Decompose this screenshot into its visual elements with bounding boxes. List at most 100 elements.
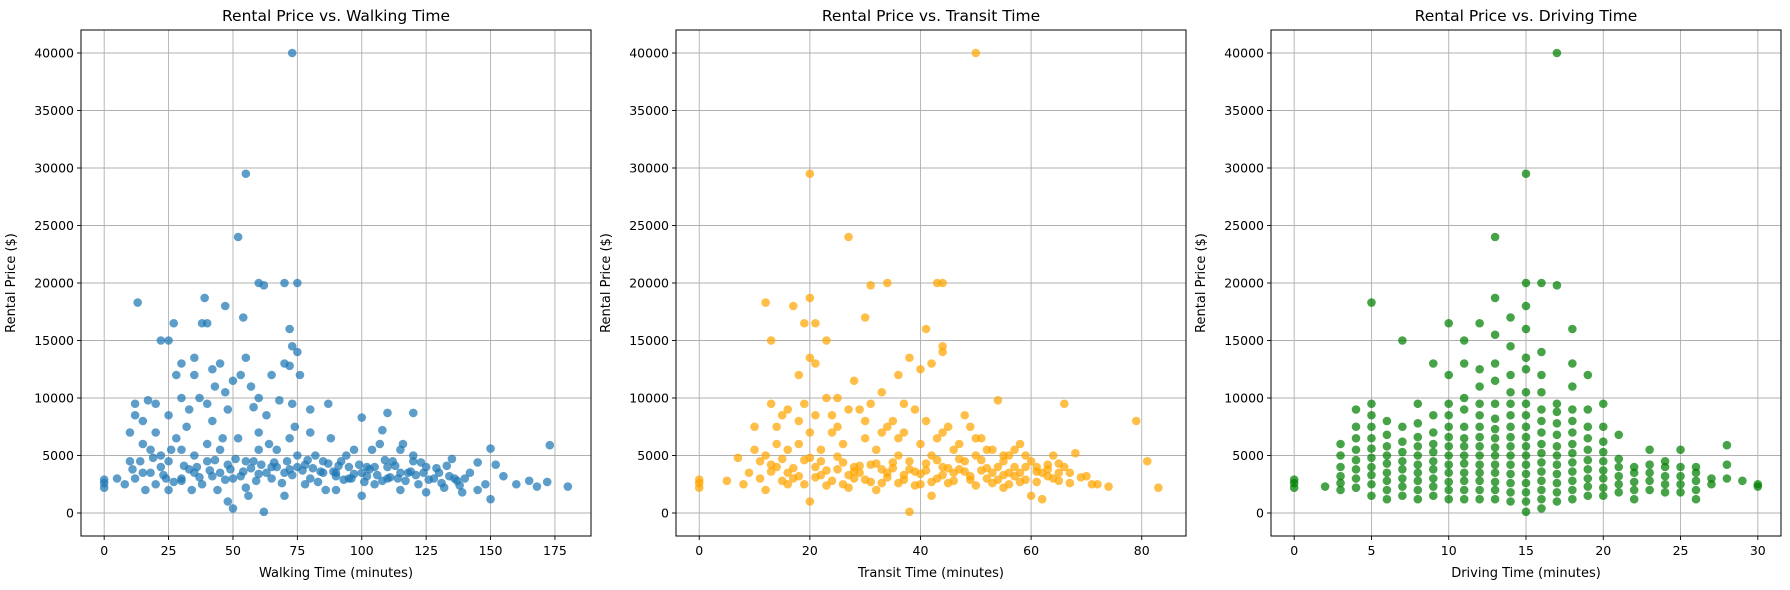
walking-data-point: [293, 347, 302, 357]
driving-data-point: [1351, 422, 1361, 432]
walking-data-point: [172, 433, 181, 443]
driving-data-point: [1336, 478, 1345, 488]
walking-data-point: [246, 382, 256, 391]
transit-y-tick-label: 15000: [629, 333, 669, 348]
driving-data-point: [1490, 433, 1500, 443]
driving-data-point: [1506, 422, 1515, 432]
driving-y-tick-label: 35000: [1224, 103, 1264, 118]
walking-y-tick-label: 0: [66, 506, 74, 521]
walking-data-point: [401, 476, 410, 486]
driving-data-point: [1537, 370, 1546, 380]
walking-data-point: [262, 410, 271, 420]
walking-data-point: [295, 370, 305, 380]
walking-data-point: [228, 376, 238, 386]
transit-data-point: [871, 445, 881, 455]
driving-data-point: [1382, 468, 1392, 478]
walking-data-point: [460, 474, 470, 483]
driving-data-point: [1645, 485, 1654, 495]
driving-data-point: [1568, 467, 1577, 476]
driving-data-point: [1444, 432, 1454, 442]
walking-data-point: [195, 393, 204, 403]
walking-data-point: [308, 463, 318, 473]
walking-data-point: [285, 361, 294, 371]
driving-data-point: [1521, 460, 1531, 470]
walking-data-point: [354, 460, 364, 470]
walking-data-point: [241, 483, 251, 493]
driving-x-axis-label: Driving Time (minutes): [1451, 566, 1601, 581]
walking-data-point: [125, 456, 135, 466]
driving-data-point: [1475, 476, 1484, 486]
walking-data-point: [316, 467, 325, 476]
walking-data-point: [375, 439, 385, 449]
driving-data-point: [1521, 410, 1531, 420]
transit-data-point: [1043, 471, 1053, 481]
walking-data-point: [285, 324, 294, 334]
driving-data-point: [1598, 447, 1608, 457]
walking-data-point: [169, 318, 179, 328]
walking-y-tick-label: 5000: [42, 448, 74, 463]
walking-data-point: [164, 456, 173, 466]
walking-data-point: [213, 485, 222, 495]
driving-data-point: [1521, 364, 1531, 374]
driving-data-point: [1629, 462, 1639, 472]
transit-data-point: [999, 483, 1008, 493]
driving-data-point: [1521, 451, 1531, 460]
transit-data-point: [844, 405, 853, 414]
transit-data-point: [916, 439, 925, 449]
walking-data-point: [259, 281, 269, 290]
transit-data-point: [816, 470, 826, 480]
driving-data-point: [1552, 419, 1562, 428]
driving-data-point: [1521, 324, 1531, 334]
walking-data-point: [512, 479, 521, 489]
driving-data-point: [1568, 485, 1577, 495]
transit-data-point: [739, 479, 748, 489]
walking-data-point: [264, 439, 274, 449]
driving-data-point: [1583, 474, 1593, 483]
driving-data-point: [1537, 448, 1546, 458]
walking-y-tick-label: 30000: [34, 161, 74, 176]
walking-data-point: [190, 451, 199, 460]
transit-data-point: [766, 399, 776, 409]
walking-data-point: [143, 396, 153, 405]
driving-data-point: [1691, 462, 1701, 472]
driving-data-point: [1506, 313, 1515, 322]
driving-y-tick-label: 0: [1256, 506, 1264, 521]
driving-data-point: [1552, 399, 1562, 409]
walking-data-point: [349, 445, 359, 455]
driving-data-point: [1490, 451, 1500, 460]
walking-data-point: [238, 313, 248, 322]
driving-data-point: [1382, 494, 1392, 504]
driving-points: [1289, 48, 1763, 517]
transit-data-point: [899, 399, 909, 409]
walking-data-point: [202, 439, 212, 449]
driving-data-point: [1506, 410, 1515, 420]
driving-data-point: [1459, 494, 1469, 504]
walking-data-point: [208, 416, 217, 426]
walking-data-point: [473, 485, 482, 495]
driving-data-point: [1552, 407, 1562, 417]
driving-data-point: [1382, 416, 1392, 426]
driving-data-point: [1598, 399, 1608, 409]
driving-data-point: [1459, 485, 1469, 495]
walking-data-point: [125, 428, 135, 437]
walking-data-point: [298, 466, 307, 475]
transit-data-point: [921, 459, 931, 468]
walking-x-tick-label: 175: [543, 543, 567, 558]
driving-data-point: [1367, 433, 1376, 443]
walking-data-point: [524, 476, 534, 486]
transit-chart-title: Rental Price vs. Transit Time: [822, 7, 1040, 25]
transit-data-point: [910, 405, 920, 414]
driving-data-point: [1490, 293, 1500, 303]
walking-data-point: [370, 479, 379, 489]
walking-y-tick-label: 20000: [34, 276, 74, 291]
walking-data-point: [197, 479, 207, 489]
walking-data-point: [220, 301, 230, 311]
driving-data-point: [1475, 451, 1484, 460]
driving-data-point: [1367, 462, 1376, 472]
transit-data-point: [1142, 456, 1152, 466]
walking-data-point: [202, 318, 212, 328]
walking-data-point: [419, 468, 428, 478]
driving-data-point: [1475, 422, 1484, 432]
walking-data-point: [228, 504, 238, 513]
